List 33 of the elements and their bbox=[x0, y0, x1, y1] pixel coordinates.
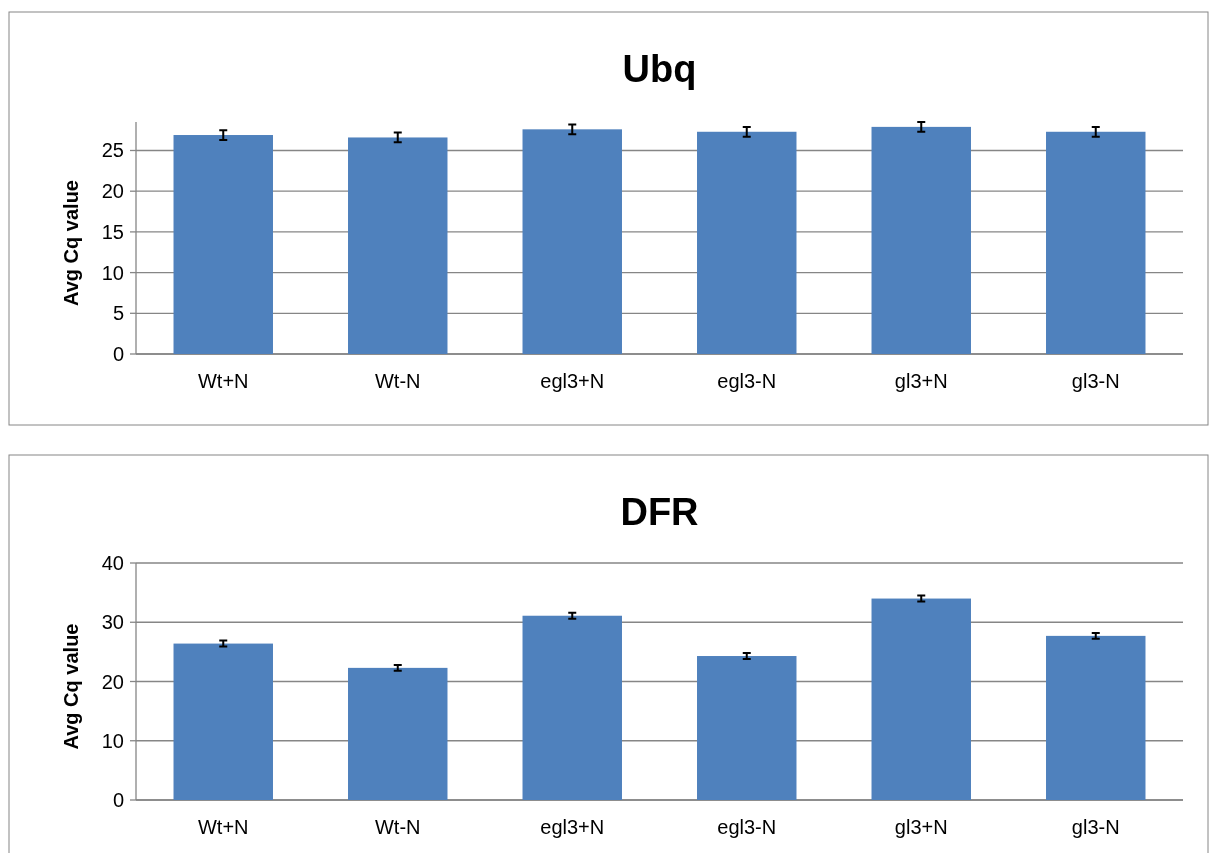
bar bbox=[522, 615, 622, 800]
x-tick-label: Wt+N bbox=[197, 370, 249, 392]
x-tick-label: gl3-N bbox=[1071, 816, 1120, 838]
x-tick-label: Wt-N bbox=[374, 370, 421, 392]
x-tick-label: egl3+N bbox=[540, 816, 605, 838]
y-tick-label: 0 bbox=[112, 789, 124, 811]
y-tick-label: 20 bbox=[101, 180, 124, 203]
y-tick-label: 10 bbox=[101, 729, 124, 752]
x-tick-label: Wt-N bbox=[374, 816, 421, 838]
y-tick-label: 0 bbox=[112, 343, 124, 365]
y-axis-title: Avg Cq value bbox=[60, 623, 82, 750]
bar bbox=[1046, 635, 1146, 800]
x-tick-label: gl3+N bbox=[894, 816, 948, 838]
chart-title: Ubq bbox=[622, 48, 697, 90]
bar bbox=[871, 598, 971, 800]
y-tick-label: 5 bbox=[112, 302, 124, 325]
y-tick-label: 30 bbox=[101, 611, 124, 634]
x-tick-label: gl3-N bbox=[1071, 370, 1120, 392]
x-tick-label: Wt+N bbox=[197, 816, 249, 838]
y-tick-label: 10 bbox=[101, 261, 124, 284]
y-tick-label: 25 bbox=[101, 139, 124, 162]
x-tick-label: egl3-N bbox=[717, 816, 777, 838]
bar bbox=[348, 667, 448, 800]
x-tick-label: egl3-N bbox=[717, 370, 777, 392]
y-axis-title: Avg Cq value bbox=[60, 180, 82, 306]
x-tick-label: egl3+N bbox=[540, 370, 605, 392]
y-tick-label: 40 bbox=[101, 552, 124, 574]
bar bbox=[697, 656, 797, 800]
y-tick-label: 15 bbox=[101, 220, 124, 243]
bar bbox=[173, 643, 273, 800]
x-tick-label: gl3+N bbox=[894, 370, 948, 392]
chart-title: DFR bbox=[620, 491, 699, 533]
y-tick-label: 20 bbox=[101, 670, 124, 693]
